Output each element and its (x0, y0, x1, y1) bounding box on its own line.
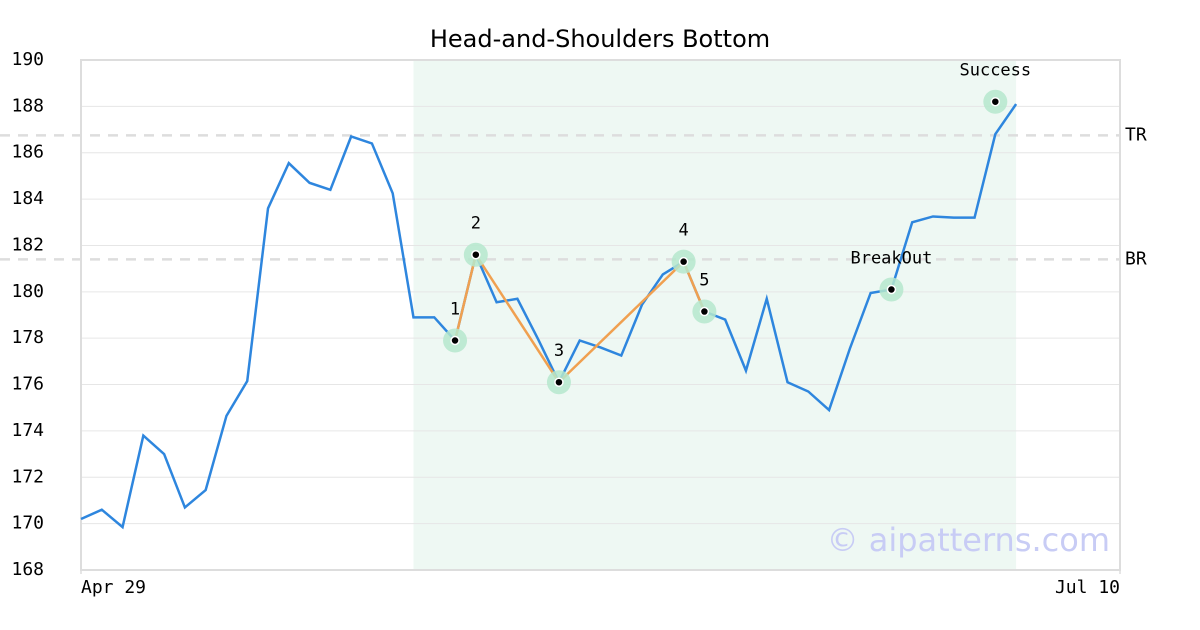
y-tick-label: 172 (11, 466, 44, 487)
watermark: © aipatterns.com (827, 521, 1110, 559)
marker-label: Success (959, 61, 1031, 81)
plot-frame (80, 59, 1121, 571)
marker-dot (990, 96, 1001, 107)
marker-label: 4 (678, 221, 688, 241)
marker-label: 3 (554, 341, 564, 361)
chart-title: Head-and-Shoulders Bottom (430, 25, 770, 53)
y-tick-label: 188 (11, 95, 44, 116)
marker-label: BreakOut (850, 249, 932, 269)
marker-dot (554, 377, 564, 387)
price-line (80, 103, 1018, 530)
y-tick-label: 182 (11, 234, 44, 255)
marker-dot (471, 249, 481, 260)
marker-label: 1 (450, 300, 460, 320)
y-tick-label: 180 (11, 281, 44, 302)
y-tick-label: 178 (11, 327, 44, 348)
y-tick-label: 184 (11, 188, 44, 209)
y-tick-label: 168 (11, 559, 44, 580)
y-tick-label: 186 (11, 142, 44, 163)
x-tick-label: Jul 10 (1055, 577, 1120, 598)
marker-dot (678, 256, 689, 267)
y-tick-label: 170 (11, 513, 44, 534)
level-label: TR (1125, 124, 1147, 145)
marker-label: 2 (471, 214, 481, 234)
marker-dot (450, 335, 460, 346)
y-tick-label: 190 (11, 49, 44, 70)
marker-dot (699, 306, 710, 317)
marker-label: 5 (699, 271, 709, 291)
x-tick-label: Apr 29 (81, 577, 146, 598)
y-tick-label: 174 (11, 420, 44, 441)
level-label: BR (1125, 248, 1147, 269)
y-tick-label: 176 (11, 374, 44, 395)
marker-dot (886, 284, 897, 295)
